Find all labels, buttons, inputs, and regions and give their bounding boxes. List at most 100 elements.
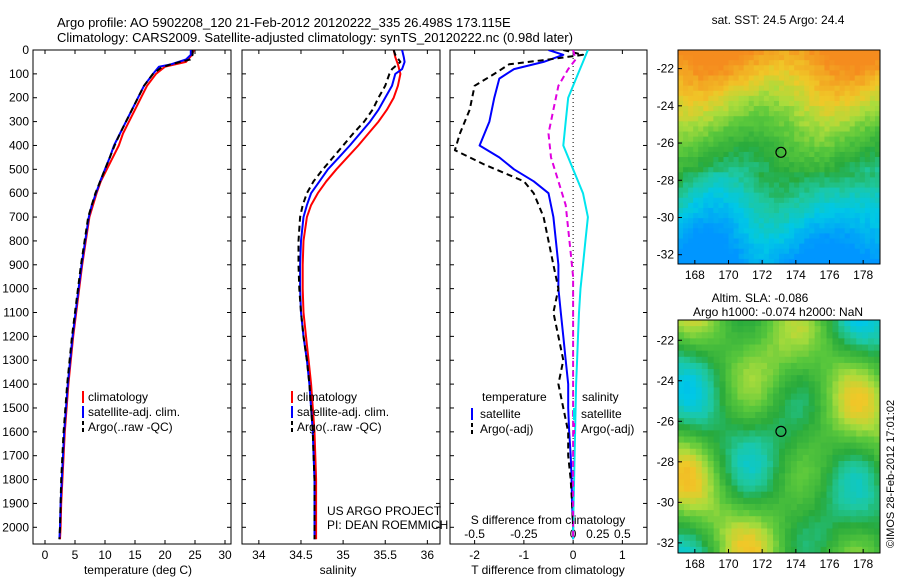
map-cell	[784, 172, 790, 178]
map-cell	[804, 218, 810, 224]
map-cell	[832, 405, 840, 413]
map-cell	[755, 424, 762, 431]
map-cell	[854, 243, 861, 250]
map-cell	[693, 258, 699, 264]
map-cell	[859, 177, 866, 184]
map-cell	[862, 393, 869, 401]
map-cell	[814, 157, 820, 163]
map-cell	[773, 116, 780, 122]
map-cell	[869, 70, 876, 77]
map-cell	[832, 332, 840, 339]
map-cell	[738, 177, 745, 184]
map-cell	[738, 228, 745, 235]
map-cell	[763, 106, 770, 112]
map-cell	[862, 332, 869, 339]
map-cell	[839, 60, 846, 66]
map-cell	[790, 528, 798, 536]
legend-label: satellite-adj. clim.	[88, 405, 180, 419]
map-cell	[748, 177, 755, 184]
map-cell	[869, 65, 876, 71]
map-cell	[819, 238, 826, 245]
map-cell	[854, 141, 861, 148]
map-cell	[689, 510, 697, 517]
map-cell	[832, 399, 840, 407]
map-cell	[725, 350, 733, 358]
map-cell	[854, 233, 861, 240]
map-cell	[820, 497, 828, 505]
map-cell	[737, 448, 744, 456]
map-cell	[738, 90, 745, 97]
map-cell	[728, 207, 735, 214]
map-cell	[723, 228, 730, 235]
map-cell	[824, 80, 831, 87]
map-cell	[728, 228, 735, 235]
map-cell	[763, 50, 770, 56]
map-cell	[773, 436, 780, 444]
map-cell	[767, 381, 774, 389]
map-cell	[708, 85, 714, 92]
map-cell	[703, 228, 709, 235]
map-cell	[820, 436, 828, 444]
map-cell	[725, 320, 733, 327]
map-cell	[689, 369, 697, 376]
map-cell	[826, 540, 834, 548]
map-cell	[701, 546, 709, 553]
map-cell	[703, 146, 709, 153]
map-cell	[874, 332, 880, 339]
map-cell	[773, 405, 780, 413]
map-cell	[701, 436, 709, 444]
map-cell	[678, 546, 685, 553]
map-cell	[849, 116, 856, 122]
map-cell	[814, 491, 822, 499]
map-cell	[799, 207, 805, 214]
map-cell	[708, 65, 714, 71]
map-cell	[849, 90, 856, 97]
map-cell	[784, 326, 792, 333]
map-cell	[743, 461, 750, 468]
map-cell	[856, 381, 863, 389]
map-cell	[856, 350, 863, 358]
map-cell	[728, 151, 735, 158]
map-cell	[768, 248, 775, 255]
map-cell	[693, 233, 699, 240]
map-cell	[859, 258, 866, 264]
map-cell	[802, 510, 810, 517]
map-cell	[862, 485, 869, 493]
map-cell	[683, 479, 691, 487]
map-cell	[844, 151, 851, 158]
map-cell	[703, 207, 709, 214]
map-cell	[755, 320, 762, 327]
map-cell	[834, 192, 841, 199]
map-cell	[874, 522, 880, 530]
map-cell	[718, 218, 725, 224]
map-cell	[773, 248, 780, 255]
map-cell	[869, 106, 876, 112]
map-cell	[819, 167, 826, 173]
map-cell	[844, 238, 851, 245]
map-cell	[826, 448, 834, 456]
map-cell	[826, 491, 834, 499]
map-cell	[773, 546, 780, 553]
map-cell	[725, 442, 733, 450]
map-cell	[719, 448, 727, 456]
map-cell	[755, 485, 762, 493]
map-cell	[733, 106, 740, 112]
depth-tick-label: 1300	[2, 353, 29, 367]
map-cell	[850, 497, 857, 505]
map-cell	[743, 100, 750, 107]
map-cell	[689, 393, 697, 401]
map-cell	[809, 162, 815, 168]
map-cell	[799, 258, 805, 264]
map-cell	[698, 106, 704, 112]
map-cell	[767, 436, 774, 444]
map-cell	[819, 187, 826, 194]
map-cell	[718, 207, 725, 214]
map-cell	[728, 253, 735, 260]
map-cell	[693, 70, 699, 77]
map-cell	[844, 157, 851, 163]
map-cell	[849, 207, 856, 214]
map-cell	[758, 172, 765, 178]
map-cell	[790, 369, 798, 376]
map-cell	[731, 362, 739, 370]
legend-label: Argo(..raw -QC)	[88, 420, 173, 434]
